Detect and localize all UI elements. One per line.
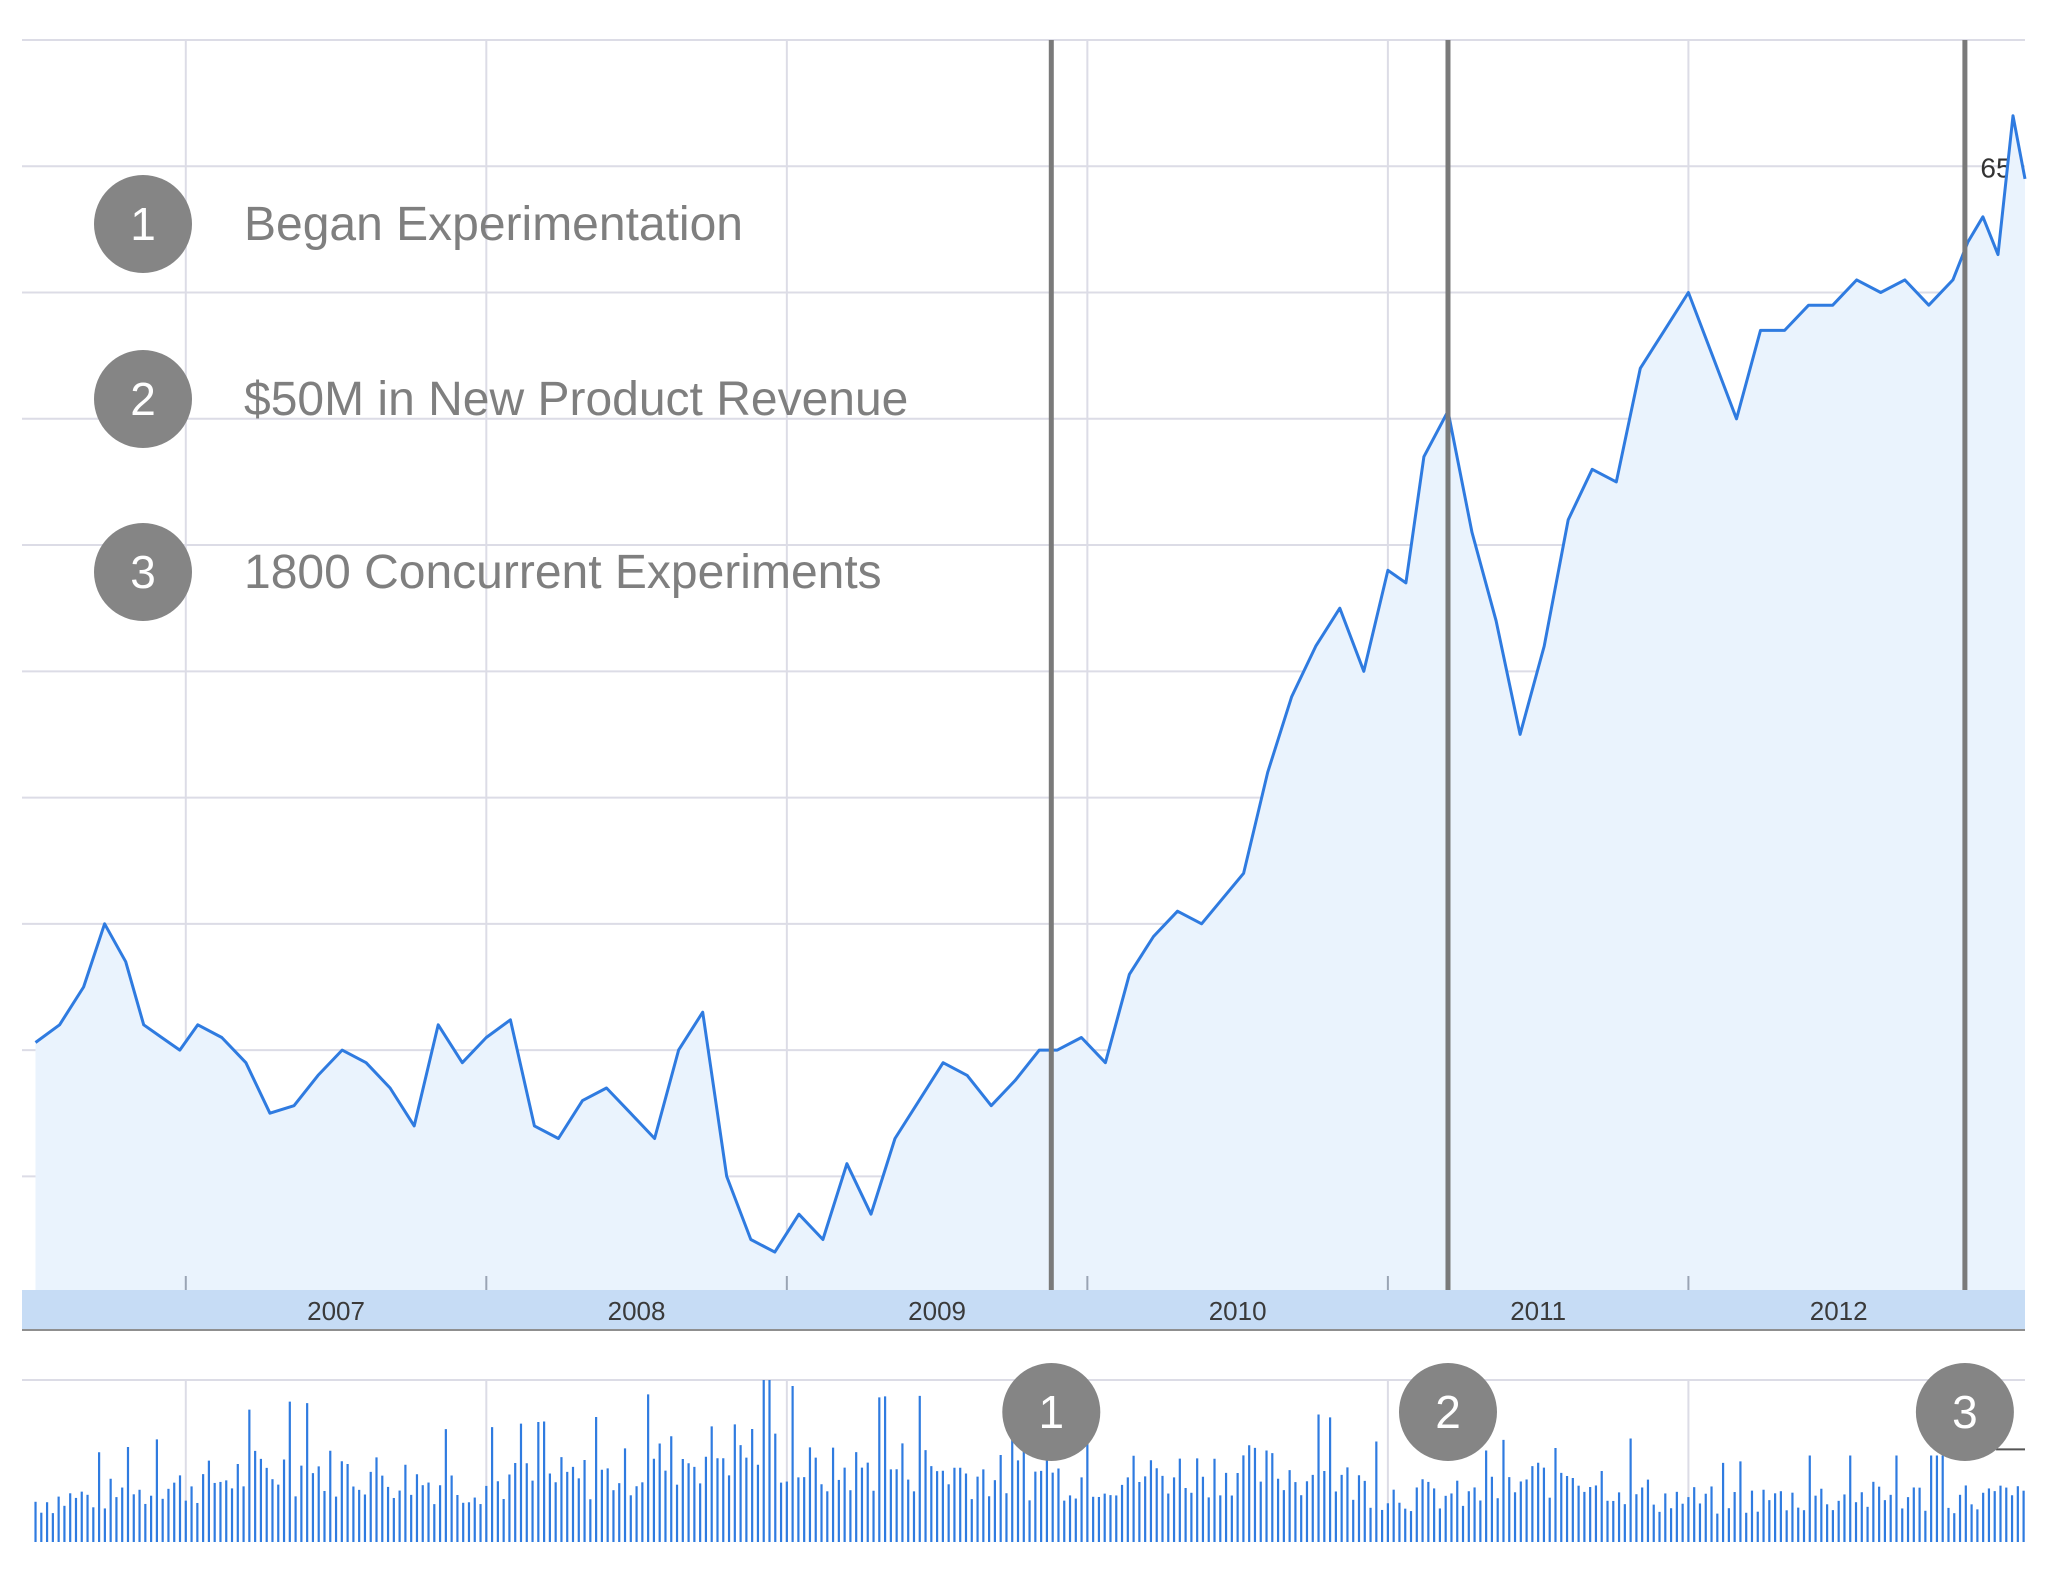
legend-item-1: 1 Began Experimentation xyxy=(94,174,743,274)
milestone-badge-label-3: 3 xyxy=(1952,1386,1978,1438)
milestone-badge-3 xyxy=(1915,1363,2014,1461)
volume-panel: 20123 xyxy=(22,1363,2025,1542)
legend-label-3: 1800 Concurrent Experiments xyxy=(244,545,882,599)
year-band xyxy=(22,1290,2025,1330)
price-line xyxy=(34,114,2027,1254)
legend-label-2: $50M in New Product Revenue xyxy=(244,372,909,426)
legend-badge-2: 2 xyxy=(94,350,192,448)
price-panel: 2530354045505560652007200820092010201120… xyxy=(22,39,2027,1331)
legend-badge-3: 3 xyxy=(94,523,192,621)
x-tick-label: 2007 xyxy=(307,1296,365,1326)
milestone-badge-label-2: 2 xyxy=(1435,1386,1461,1438)
legend-item-3: 3 1800 Concurrent Experiments xyxy=(94,522,882,622)
x-tick-label: 2012 xyxy=(1810,1296,1868,1326)
milestone-badge-2 xyxy=(1398,1363,1497,1461)
x-tick-label: 2009 xyxy=(908,1296,966,1326)
x-tick-label: 2008 xyxy=(608,1296,666,1326)
legend-badge-1: 1 xyxy=(94,175,192,273)
x-tick-label: 2010 xyxy=(1209,1296,1267,1326)
legend-label-1: Began Experimentation xyxy=(244,197,743,251)
price-area xyxy=(35,115,2025,1290)
milestone-badge-1 xyxy=(1002,1363,1101,1461)
x-tick-label: 2011 xyxy=(1510,1296,1566,1326)
milestone-badge-label-1: 1 xyxy=(1039,1386,1065,1438)
legend-item-2: 2 $50M in New Product Revenue xyxy=(94,349,908,449)
